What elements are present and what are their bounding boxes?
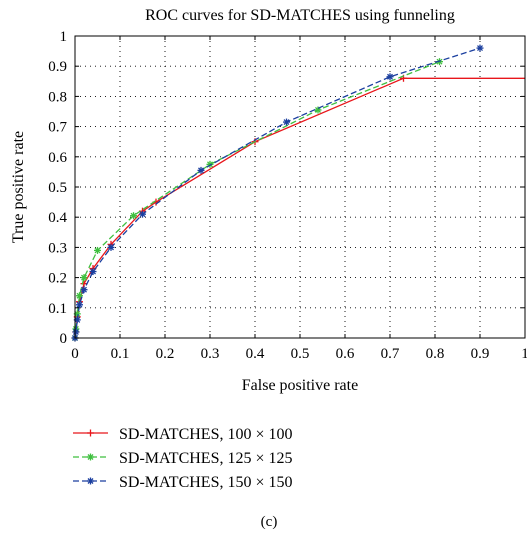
data-point bbox=[72, 328, 80, 336]
data-point bbox=[107, 243, 115, 251]
legend-label: SD-MATCHES, 150 × 150 bbox=[119, 474, 292, 491]
series-2 bbox=[71, 58, 443, 342]
x-tick-label: 0.4 bbox=[246, 346, 265, 362]
grid-lines bbox=[75, 36, 525, 338]
y-tick-label: 0.2 bbox=[48, 271, 67, 287]
y-tick-label: 0.5 bbox=[48, 180, 67, 196]
x-tick-label: 1 bbox=[521, 346, 527, 362]
axis-ticks: 0 0.1 0.2 0.3 0.4 0.5 0.6 0.7 0.8 0.9 1 0 0.1 0.2 0.3 0… bbox=[48, 29, 527, 362]
legend: SD-MATCHES, 100 × 100 SD-MATCHES, 125 × 1… bbox=[73, 426, 292, 491]
legend-entry-3: SD-MATCHES, 150 × 150 bbox=[73, 474, 292, 491]
x-tick-label: 0.6 bbox=[336, 346, 355, 362]
x-tick-label: 0.1 bbox=[111, 346, 130, 362]
x-tick-label: 0 bbox=[71, 346, 79, 362]
y-tick-label: 0 bbox=[60, 331, 68, 347]
legend-marker bbox=[87, 477, 94, 485]
series-line bbox=[74, 61, 440, 339]
legend-label: SD-MATCHES, 125 × 125 bbox=[119, 450, 292, 467]
data-point bbox=[76, 301, 83, 309]
y-tick-label: 1 bbox=[60, 29, 68, 45]
data-point bbox=[139, 210, 146, 218]
legend-marker bbox=[87, 429, 94, 437]
y-tick-label: 0.9 bbox=[48, 59, 67, 75]
series-1 bbox=[71, 74, 525, 342]
y-tick-label: 0.7 bbox=[48, 120, 67, 136]
x-tick-label: 0.5 bbox=[291, 346, 310, 362]
x-axis-label: False positive rate bbox=[242, 377, 358, 394]
y-tick-label: 0.1 bbox=[48, 301, 67, 317]
data-point bbox=[94, 246, 101, 254]
data-point bbox=[476, 44, 484, 52]
legend-marker bbox=[87, 453, 94, 461]
data-point bbox=[283, 118, 290, 126]
series-line bbox=[74, 47, 481, 339]
x-tick-label: 0.8 bbox=[426, 346, 445, 362]
x-tick-label: 0.9 bbox=[471, 346, 490, 362]
data-point bbox=[386, 73, 394, 81]
data-point bbox=[89, 268, 97, 276]
y-tick-label: 0.6 bbox=[48, 150, 67, 166]
x-tick-label: 0.2 bbox=[156, 346, 175, 362]
plot-series bbox=[71, 44, 525, 342]
x-tick-label: 0.3 bbox=[201, 346, 220, 362]
chart-title: ROC curves for SD-MATCHES using funnelin… bbox=[145, 7, 455, 24]
y-tick-label: 0.8 bbox=[48, 89, 67, 105]
x-tick-label: 0.7 bbox=[381, 346, 400, 362]
data-point bbox=[80, 274, 88, 282]
legend-entry-2: SD-MATCHES, 125 × 125 bbox=[73, 450, 292, 467]
series-3 bbox=[71, 44, 484, 342]
legend-label: SD-MATCHES, 100 × 100 bbox=[119, 426, 292, 443]
data-point bbox=[130, 212, 137, 220]
y-tick-label: 0.4 bbox=[48, 210, 67, 226]
y-tick-label: 0.3 bbox=[48, 240, 67, 256]
figure-caption: (c) bbox=[261, 514, 278, 530]
y-axis-label: True positive rate bbox=[10, 131, 27, 243]
legend-entry-1: SD-MATCHES, 100 × 100 bbox=[73, 426, 292, 443]
data-point bbox=[197, 166, 205, 174]
data-point bbox=[80, 286, 88, 294]
